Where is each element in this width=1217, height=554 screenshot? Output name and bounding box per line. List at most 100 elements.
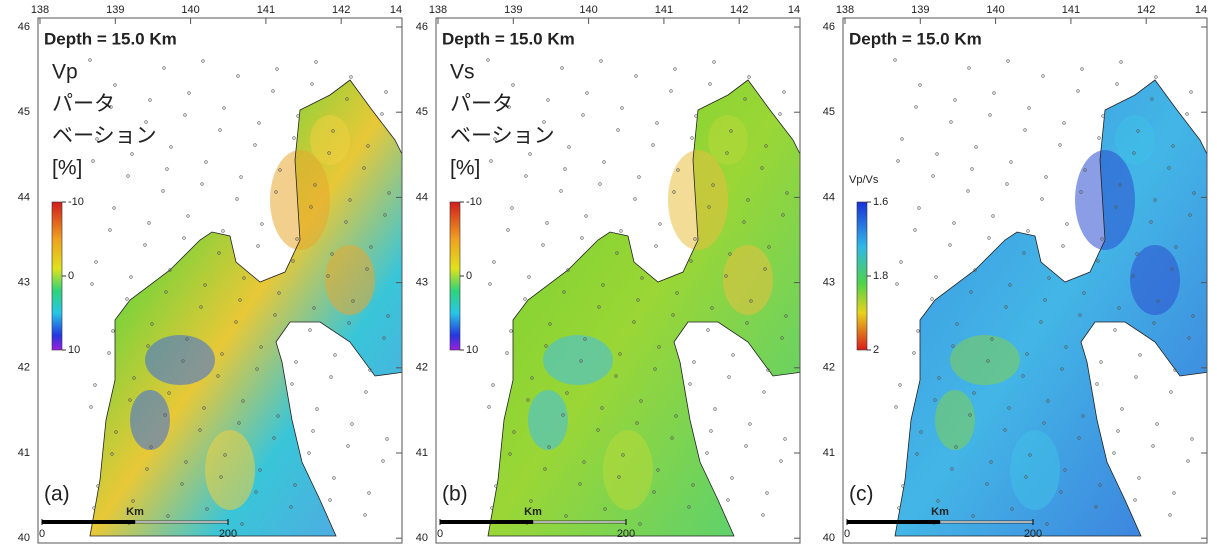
station-dot	[766, 368, 770, 372]
colorbar-tick-label: 10	[68, 344, 80, 356]
station-dot	[148, 98, 152, 102]
lon-tick-label: 141	[1062, 4, 1080, 16]
station-dot	[1097, 136, 1101, 140]
station-dot	[276, 414, 280, 418]
station-dot	[199, 305, 203, 309]
panel-label: (c)	[849, 483, 874, 506]
station-dot	[1154, 75, 1158, 79]
station-dot	[309, 205, 313, 209]
station-dot	[254, 490, 258, 494]
station-dot	[1098, 483, 1102, 487]
station-dot	[509, 329, 513, 333]
station-dot	[368, 368, 372, 372]
panel-label: (a)	[44, 483, 70, 506]
station-dot	[1007, 406, 1011, 410]
station-dot	[760, 166, 764, 170]
colorbar-tick-label: 0	[68, 270, 74, 282]
station-dot	[274, 190, 278, 194]
station-dot	[986, 359, 990, 363]
station-dot	[632, 320, 636, 324]
anomaly-patch	[1010, 430, 1060, 510]
station-dot	[364, 390, 368, 394]
station-dot	[163, 413, 167, 417]
quantity-label: Vp	[52, 61, 78, 84]
station-dot	[109, 105, 113, 109]
station-dot	[916, 329, 920, 333]
lat-tick-label: 40	[18, 532, 30, 544]
station-dot	[600, 406, 604, 410]
station-dot	[709, 429, 713, 433]
station-dot	[384, 90, 388, 94]
station-dot	[560, 66, 564, 70]
station-dot	[566, 268, 570, 272]
scale-bar	[42, 520, 135, 524]
station-dot	[351, 299, 355, 303]
station-dot	[640, 276, 644, 280]
lat-tick-label: 44	[416, 191, 428, 203]
station-dot	[1138, 353, 1142, 357]
station-dot	[1185, 112, 1189, 116]
station-dot	[253, 143, 257, 147]
station-dot	[1043, 298, 1047, 302]
station-dot	[1135, 252, 1139, 256]
station-dot	[725, 151, 729, 155]
station-dot	[567, 145, 571, 149]
station-dot	[386, 314, 390, 318]
station-dot	[1024, 475, 1028, 479]
station-dot	[237, 421, 241, 425]
station-dot	[198, 428, 202, 432]
anomaly-patch	[270, 150, 330, 250]
station-dot	[1174, 245, 1178, 249]
scale-unit: Km	[126, 506, 144, 518]
station-dot	[638, 522, 642, 526]
station-dot	[726, 498, 730, 502]
station-dot	[91, 159, 95, 163]
station-dot	[971, 514, 975, 518]
station-dot	[255, 367, 259, 371]
station-dot	[290, 382, 294, 386]
station-dot	[131, 499, 135, 503]
map-area	[486, 58, 800, 537]
station-dot	[616, 128, 620, 132]
station-dot	[694, 114, 698, 118]
station-dot	[235, 197, 239, 201]
map-panel: 138 139 140 141 142 14 46 45 44 43 42 41 40 Depth = 1…	[823, 4, 1208, 544]
station-dot	[222, 106, 226, 110]
station-dot	[204, 160, 208, 164]
station-dot	[730, 476, 734, 480]
station-dot	[511, 83, 515, 87]
scale-tick-label: 200	[1024, 528, 1042, 540]
map-frame	[842, 17, 1208, 544]
station-dot	[1134, 375, 1138, 379]
station-dot	[953, 98, 957, 102]
station-dot	[205, 507, 209, 511]
station-dot	[1120, 407, 1124, 411]
lon-tick-label: 138	[429, 4, 447, 16]
station-dot	[112, 206, 116, 210]
station-dot	[327, 151, 331, 155]
map-frame	[435, 17, 801, 544]
station-dot	[658, 222, 662, 226]
lon-tick-label: 14	[1195, 4, 1207, 16]
station-dot	[510, 206, 514, 210]
station-dot	[614, 374, 618, 378]
anomaly-patch	[205, 430, 255, 510]
station-dot	[220, 352, 224, 356]
lon-tick-label: 141	[655, 4, 673, 16]
colorbar-tick-label: 0	[466, 270, 472, 282]
station-dot	[150, 322, 154, 326]
lon-tick-label: 14	[390, 4, 402, 16]
station-dot	[918, 83, 922, 87]
station-dot	[128, 398, 132, 402]
station-dot	[1095, 382, 1099, 386]
anomaly-patch	[1075, 150, 1135, 250]
station-dot	[546, 98, 550, 102]
station-dot	[166, 514, 170, 518]
station-dot	[688, 382, 692, 386]
station-dot	[491, 383, 495, 387]
station-dot	[530, 376, 534, 380]
station-dot	[345, 97, 349, 101]
station-dot	[782, 90, 786, 94]
station-dot	[111, 329, 115, 333]
lon-tick-label: 139	[504, 4, 522, 16]
